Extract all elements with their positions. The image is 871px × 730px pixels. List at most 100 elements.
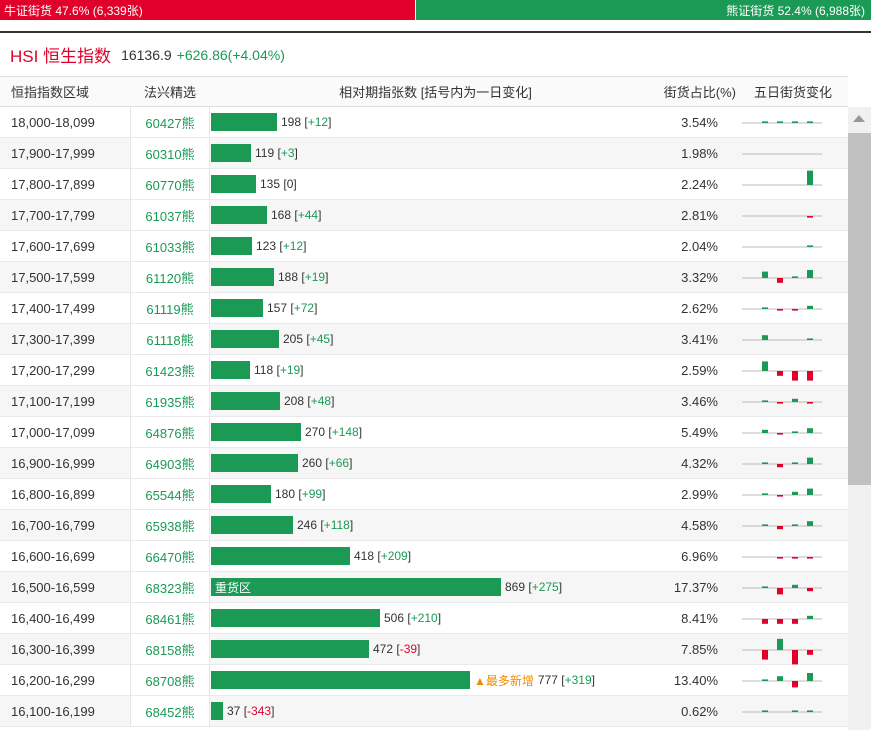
range-cell: 17,700-17,799 (11, 207, 95, 223)
sparkline-bar (792, 681, 798, 688)
table-row: 18,000-18,099 60427熊 198 [+12] 3.54% (0, 107, 848, 138)
pick-link[interactable]: 65544熊 (130, 479, 210, 509)
vertical-scrollbar[interactable] (848, 107, 871, 730)
range-cell: 17,000-17,099 (11, 424, 95, 440)
relative-bar (211, 330, 279, 348)
count-value: 37 (227, 704, 241, 718)
five-day-sparkline (742, 521, 822, 530)
five-day-cell (738, 386, 848, 416)
pick-link[interactable]: 60310熊 (130, 138, 210, 168)
relative-cell: 168 [+44] (210, 200, 660, 230)
pick-link[interactable]: 64903熊 (130, 448, 210, 478)
share-cell: 6.96% (681, 548, 718, 564)
relative-bar (211, 423, 301, 441)
index-price: 16136.9 (121, 46, 172, 63)
share-cell: 17.37% (673, 579, 718, 595)
header-range: 恒指指数区域 (11, 85, 90, 100)
table-row: 17,300-17,399 61118熊 205 [+45] 3.41% (0, 324, 848, 355)
delta-value: +118 (323, 518, 350, 532)
relative-value: 472 [-39] (373, 642, 421, 656)
relative-bar (211, 640, 369, 658)
relative-bar (211, 392, 280, 410)
relative-bar (211, 609, 380, 627)
sparkline-bar (762, 361, 768, 371)
pick-link[interactable]: 61118熊 (130, 324, 210, 354)
sparkline-bar (807, 216, 813, 218)
relative-value: 869 [+275] (505, 580, 563, 594)
relative-bar (211, 144, 251, 162)
delta-value: -343 (247, 704, 272, 718)
pick-link[interactable]: 61423熊 (130, 355, 210, 385)
pick-link[interactable]: 61120熊 (130, 262, 210, 292)
five-day-cell (738, 603, 848, 633)
five-day-cell (738, 293, 848, 323)
pick-link[interactable]: 61935熊 (130, 386, 210, 416)
table-row: 17,700-17,799 61037熊 168 [+44] 2.81% (0, 200, 848, 231)
pick-link[interactable]: 61037熊 (130, 200, 210, 230)
pick-link[interactable]: 60770熊 (130, 169, 210, 199)
relative-cell: 119 [+3] (210, 138, 660, 168)
share-cell: 4.58% (681, 517, 718, 533)
table-row: 17,200-17,299 61423熊 118 [+19] 2.59% (0, 355, 848, 386)
five-day-sparkline (742, 710, 822, 713)
range-cell: 16,800-16,899 (11, 486, 95, 502)
delta-value: +209 (380, 549, 408, 563)
sparkline-bar (792, 276, 798, 278)
sparkline-bar (777, 433, 783, 435)
relative-cell: 123 [+12] (210, 231, 660, 261)
relative-value: 270 [+148] (305, 425, 363, 439)
five-day-sparkline (742, 215, 822, 218)
five-day-cell (738, 417, 848, 447)
table-row: 16,600-16,699 66470熊 418 [+209] 6.96% (0, 541, 848, 572)
count-value: 188 (278, 270, 299, 284)
relative-cell: 157 [+72] (210, 293, 660, 323)
delta-value: +45 (309, 332, 331, 346)
relative-bar (211, 547, 350, 565)
relative-value: 205 [+45] (283, 332, 334, 346)
sparkline-bar (792, 491, 798, 495)
share-cell: 2.24% (681, 176, 718, 192)
five-day-cell (738, 262, 848, 292)
relative-cell: 135 [0] (210, 169, 660, 199)
sparkline-bar (762, 462, 768, 464)
pick-link[interactable]: 68158熊 (130, 634, 210, 664)
sparkline-bar (762, 493, 768, 495)
sparkline-bar (792, 371, 798, 381)
pick-link[interactable]: 66470熊 (130, 541, 210, 571)
five-day-cell (738, 448, 848, 478)
pick-link[interactable]: 68452熊 (130, 696, 210, 726)
pick-link[interactable]: 68461熊 (130, 603, 210, 633)
relative-value: 260 [+66] (302, 456, 353, 470)
five-day-sparkline (742, 305, 822, 311)
count-value: 205 (283, 332, 304, 346)
delta-value: +19 (279, 363, 301, 377)
pick-link[interactable]: 61033熊 (130, 231, 210, 261)
sparkline-bar (777, 402, 783, 404)
pick-link[interactable]: 68708熊 (130, 665, 210, 695)
pick-link[interactable]: 65938熊 (130, 510, 210, 540)
table-row: 17,100-17,199 61935熊 208 [+48] 3.46% (0, 386, 848, 417)
share-cell: 1.98% (681, 145, 718, 161)
pick-link[interactable]: 64876熊 (130, 417, 210, 447)
sparkline-bar (807, 457, 813, 464)
pick-link[interactable]: 60427熊 (130, 107, 210, 137)
pick-link[interactable]: 68323熊 (130, 572, 210, 602)
range-cell: 16,400-16,499 (11, 610, 95, 626)
count-value: 123 (256, 239, 277, 253)
range-cell: 16,600-16,699 (11, 548, 95, 564)
count-value: 118 (254, 363, 274, 377)
heavy-zone-tag: 重货区 (215, 580, 252, 595)
sparkline-bar (762, 679, 768, 681)
sparkline-bar (762, 650, 768, 660)
header-share: 街货占比(%) (663, 85, 736, 100)
relative-value: 180 [+99] (275, 487, 326, 501)
scroll-up-icon[interactable] (853, 115, 865, 122)
pick-link[interactable]: 61119熊 (130, 293, 210, 323)
bear-ratio-label: 熊证街货 52.4% (6,988张) (726, 3, 865, 18)
share-cell: 0.62% (681, 703, 718, 719)
relative-cell: 270 [+148] (210, 417, 660, 447)
five-day-sparkline (742, 638, 822, 665)
five-day-sparkline (742, 398, 822, 404)
count-value: 260 (302, 456, 323, 470)
scrollbar-thumb[interactable] (848, 133, 871, 485)
